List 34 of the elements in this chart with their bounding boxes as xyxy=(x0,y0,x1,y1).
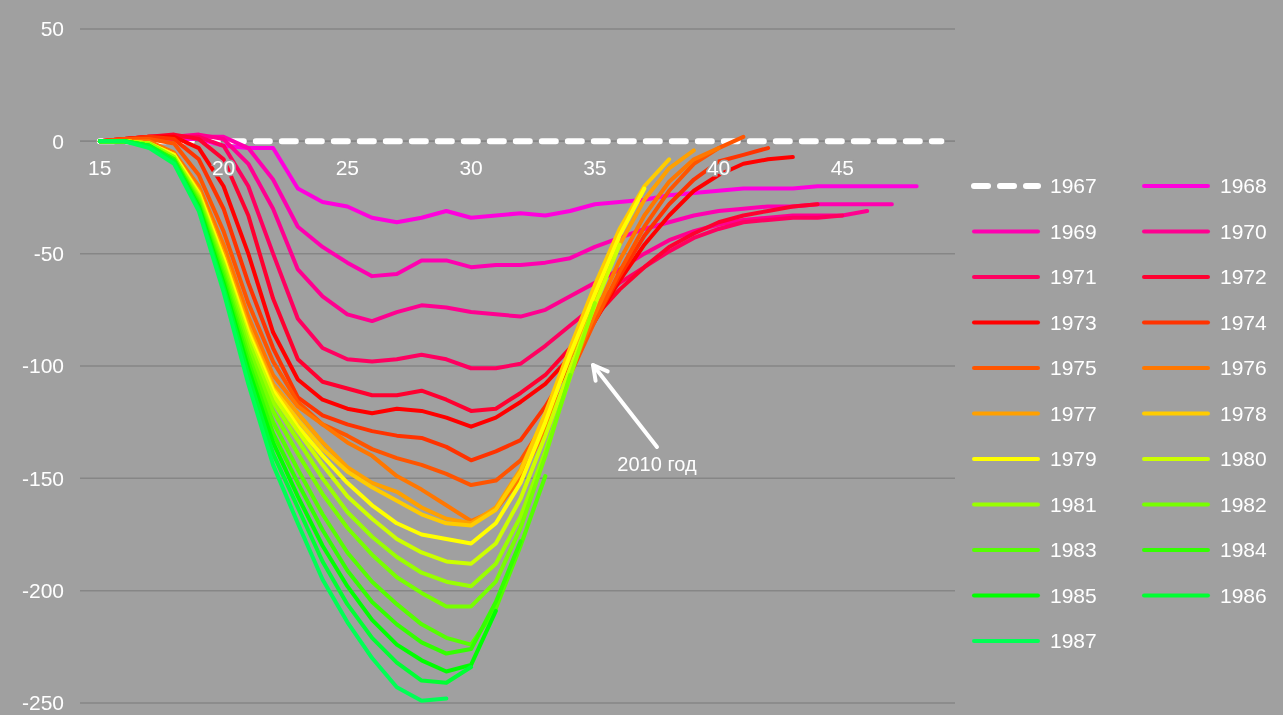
y-tick-label: -250 xyxy=(21,691,64,715)
legend-label: 1976 xyxy=(1220,356,1267,380)
annotation: 2010 год xyxy=(617,453,697,475)
legend-label: 1985 xyxy=(1050,583,1097,607)
y-tick-label: -50 xyxy=(33,242,64,266)
legend-label: 1980 xyxy=(1220,447,1267,471)
legend-label: 1977 xyxy=(1050,401,1097,425)
legend-label: 1982 xyxy=(1220,492,1267,516)
x-tick-label: 35 xyxy=(583,156,607,180)
y-tick-label: -100 xyxy=(21,354,64,378)
legend-label: 1986 xyxy=(1220,583,1267,607)
legend-label: 1984 xyxy=(1220,538,1268,562)
legend-label: 1967 xyxy=(1050,174,1097,198)
y-tick-label: 50 xyxy=(40,17,64,41)
x-tick-label: 30 xyxy=(459,156,483,180)
legend-label: 1987 xyxy=(1050,629,1097,653)
legend-label: 1983 xyxy=(1050,538,1097,562)
legend-label: 1978 xyxy=(1220,401,1267,425)
legend-label: 1974 xyxy=(1220,310,1268,334)
x-tick-label: 45 xyxy=(830,156,855,180)
legend-label: 1972 xyxy=(1220,265,1267,289)
legend-label: 1969 xyxy=(1050,219,1097,243)
legend-label: 1981 xyxy=(1050,492,1097,516)
y-tick-label: -150 xyxy=(21,466,64,490)
legend-label: 1979 xyxy=(1050,447,1097,471)
legend-label: 1971 xyxy=(1050,265,1097,289)
legend-label: 1970 xyxy=(1220,219,1267,243)
legend-label: 1975 xyxy=(1050,356,1097,380)
x-tick-label: 25 xyxy=(335,156,360,180)
y-tick-label: -200 xyxy=(21,579,64,603)
legend-label: 1973 xyxy=(1050,310,1097,334)
y-tick-label: 0 xyxy=(52,129,64,153)
legend-label: 1968 xyxy=(1220,174,1267,198)
x-tick-label: 15 xyxy=(88,156,112,180)
